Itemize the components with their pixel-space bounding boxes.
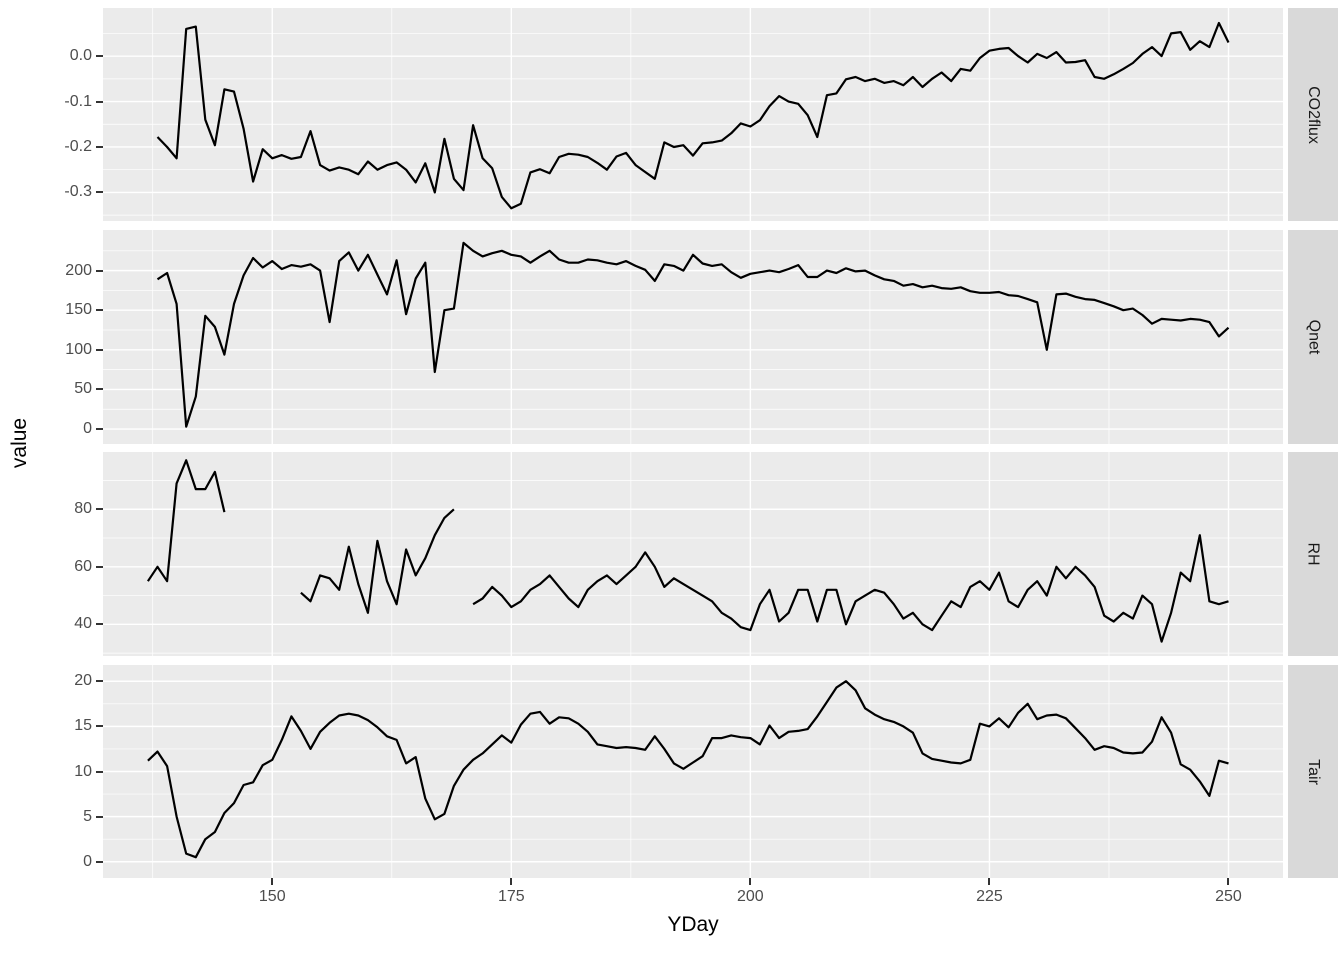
panel-qnet [103, 230, 1283, 444]
y-tick-label: 150 [65, 301, 92, 319]
y-axis-tick [96, 100, 103, 103]
y-tick-label: 10 [74, 762, 92, 780]
y-tick-label: 0 [83, 420, 92, 438]
y-tick-label: 100 [65, 340, 92, 358]
facet-strip-qnet: Qnet [1288, 230, 1338, 444]
y-tick-label: 80 [74, 500, 92, 518]
y-tick-label: 60 [74, 557, 92, 575]
y-axis-tick [96, 191, 103, 194]
x-tick-label: 175 [497, 888, 525, 905]
y-tick-label: -0.3 [64, 183, 92, 201]
y-tick-label: 5 [83, 807, 92, 825]
y-tick-label: 15 [74, 717, 92, 735]
panel-rh [103, 452, 1283, 656]
panel-co2flux [103, 8, 1283, 221]
plot-area-co2flux [103, 8, 1283, 221]
y-axis-tick [96, 508, 103, 511]
y-axis-tick [96, 815, 103, 818]
y-tick-label: 20 [74, 672, 92, 690]
x-axis-title: YDay [667, 913, 719, 936]
facet-strip-tair: Tair [1288, 665, 1338, 878]
x-tick-label: 200 [737, 888, 764, 905]
y-axis-tick [96, 725, 103, 728]
y-axis-tick [96, 388, 103, 391]
y-axis-tick [96, 145, 103, 148]
plot-area-rh [103, 452, 1283, 656]
y-axis-tick [96, 860, 103, 863]
x-axis-tick [510, 878, 513, 885]
facet-strip-label: Qnet [1305, 319, 1322, 355]
x-tick-label: 250 [1215, 888, 1242, 905]
y-axis-tick [96, 269, 103, 272]
plot-area-qnet [103, 230, 1283, 444]
y-axis-tick [96, 309, 103, 312]
data-line-tair [147, 680, 1229, 859]
x-axis-tick [271, 878, 274, 885]
x-axis-tick [988, 878, 991, 885]
y-axis-tick [96, 623, 103, 626]
y-tick-label: -0.1 [64, 92, 92, 110]
y-axis-tick [96, 348, 103, 351]
plot-area-tair [103, 665, 1283, 878]
y-axis-tick [96, 770, 103, 773]
y-axis-tick [96, 55, 103, 58]
facet-strip-co2flux: CO2flux [1288, 8, 1338, 221]
data-line-co2flux [156, 21, 1230, 210]
x-tick-label: 225 [976, 888, 1003, 905]
y-axis-title: value [8, 417, 31, 469]
y-tick-label: 0 [83, 852, 92, 870]
facet-strip-label: CO2flux [1305, 85, 1323, 144]
data-line-qnet [156, 241, 1230, 428]
facet-strip-label: RH [1304, 542, 1322, 566]
y-axis-tick [96, 680, 103, 683]
x-tick-label: 150 [258, 888, 286, 905]
panel-tair [103, 665, 1283, 878]
y-tick-label: 50 [74, 380, 92, 398]
x-axis-tick [749, 878, 752, 885]
x-axis-tick [1227, 878, 1230, 885]
y-tick-label: -0.2 [64, 137, 92, 155]
y-tick-label: 40 [74, 615, 92, 633]
y-axis-tick [96, 428, 103, 431]
facet-strip-label: Tair [1305, 758, 1322, 785]
y-axis-tick [96, 565, 103, 568]
y-tick-label: 200 [65, 261, 92, 279]
data-line-rh [146, 459, 1229, 643]
y-tick-label: 0.0 [69, 47, 92, 65]
facet-strip-rh: RH [1288, 452, 1338, 656]
